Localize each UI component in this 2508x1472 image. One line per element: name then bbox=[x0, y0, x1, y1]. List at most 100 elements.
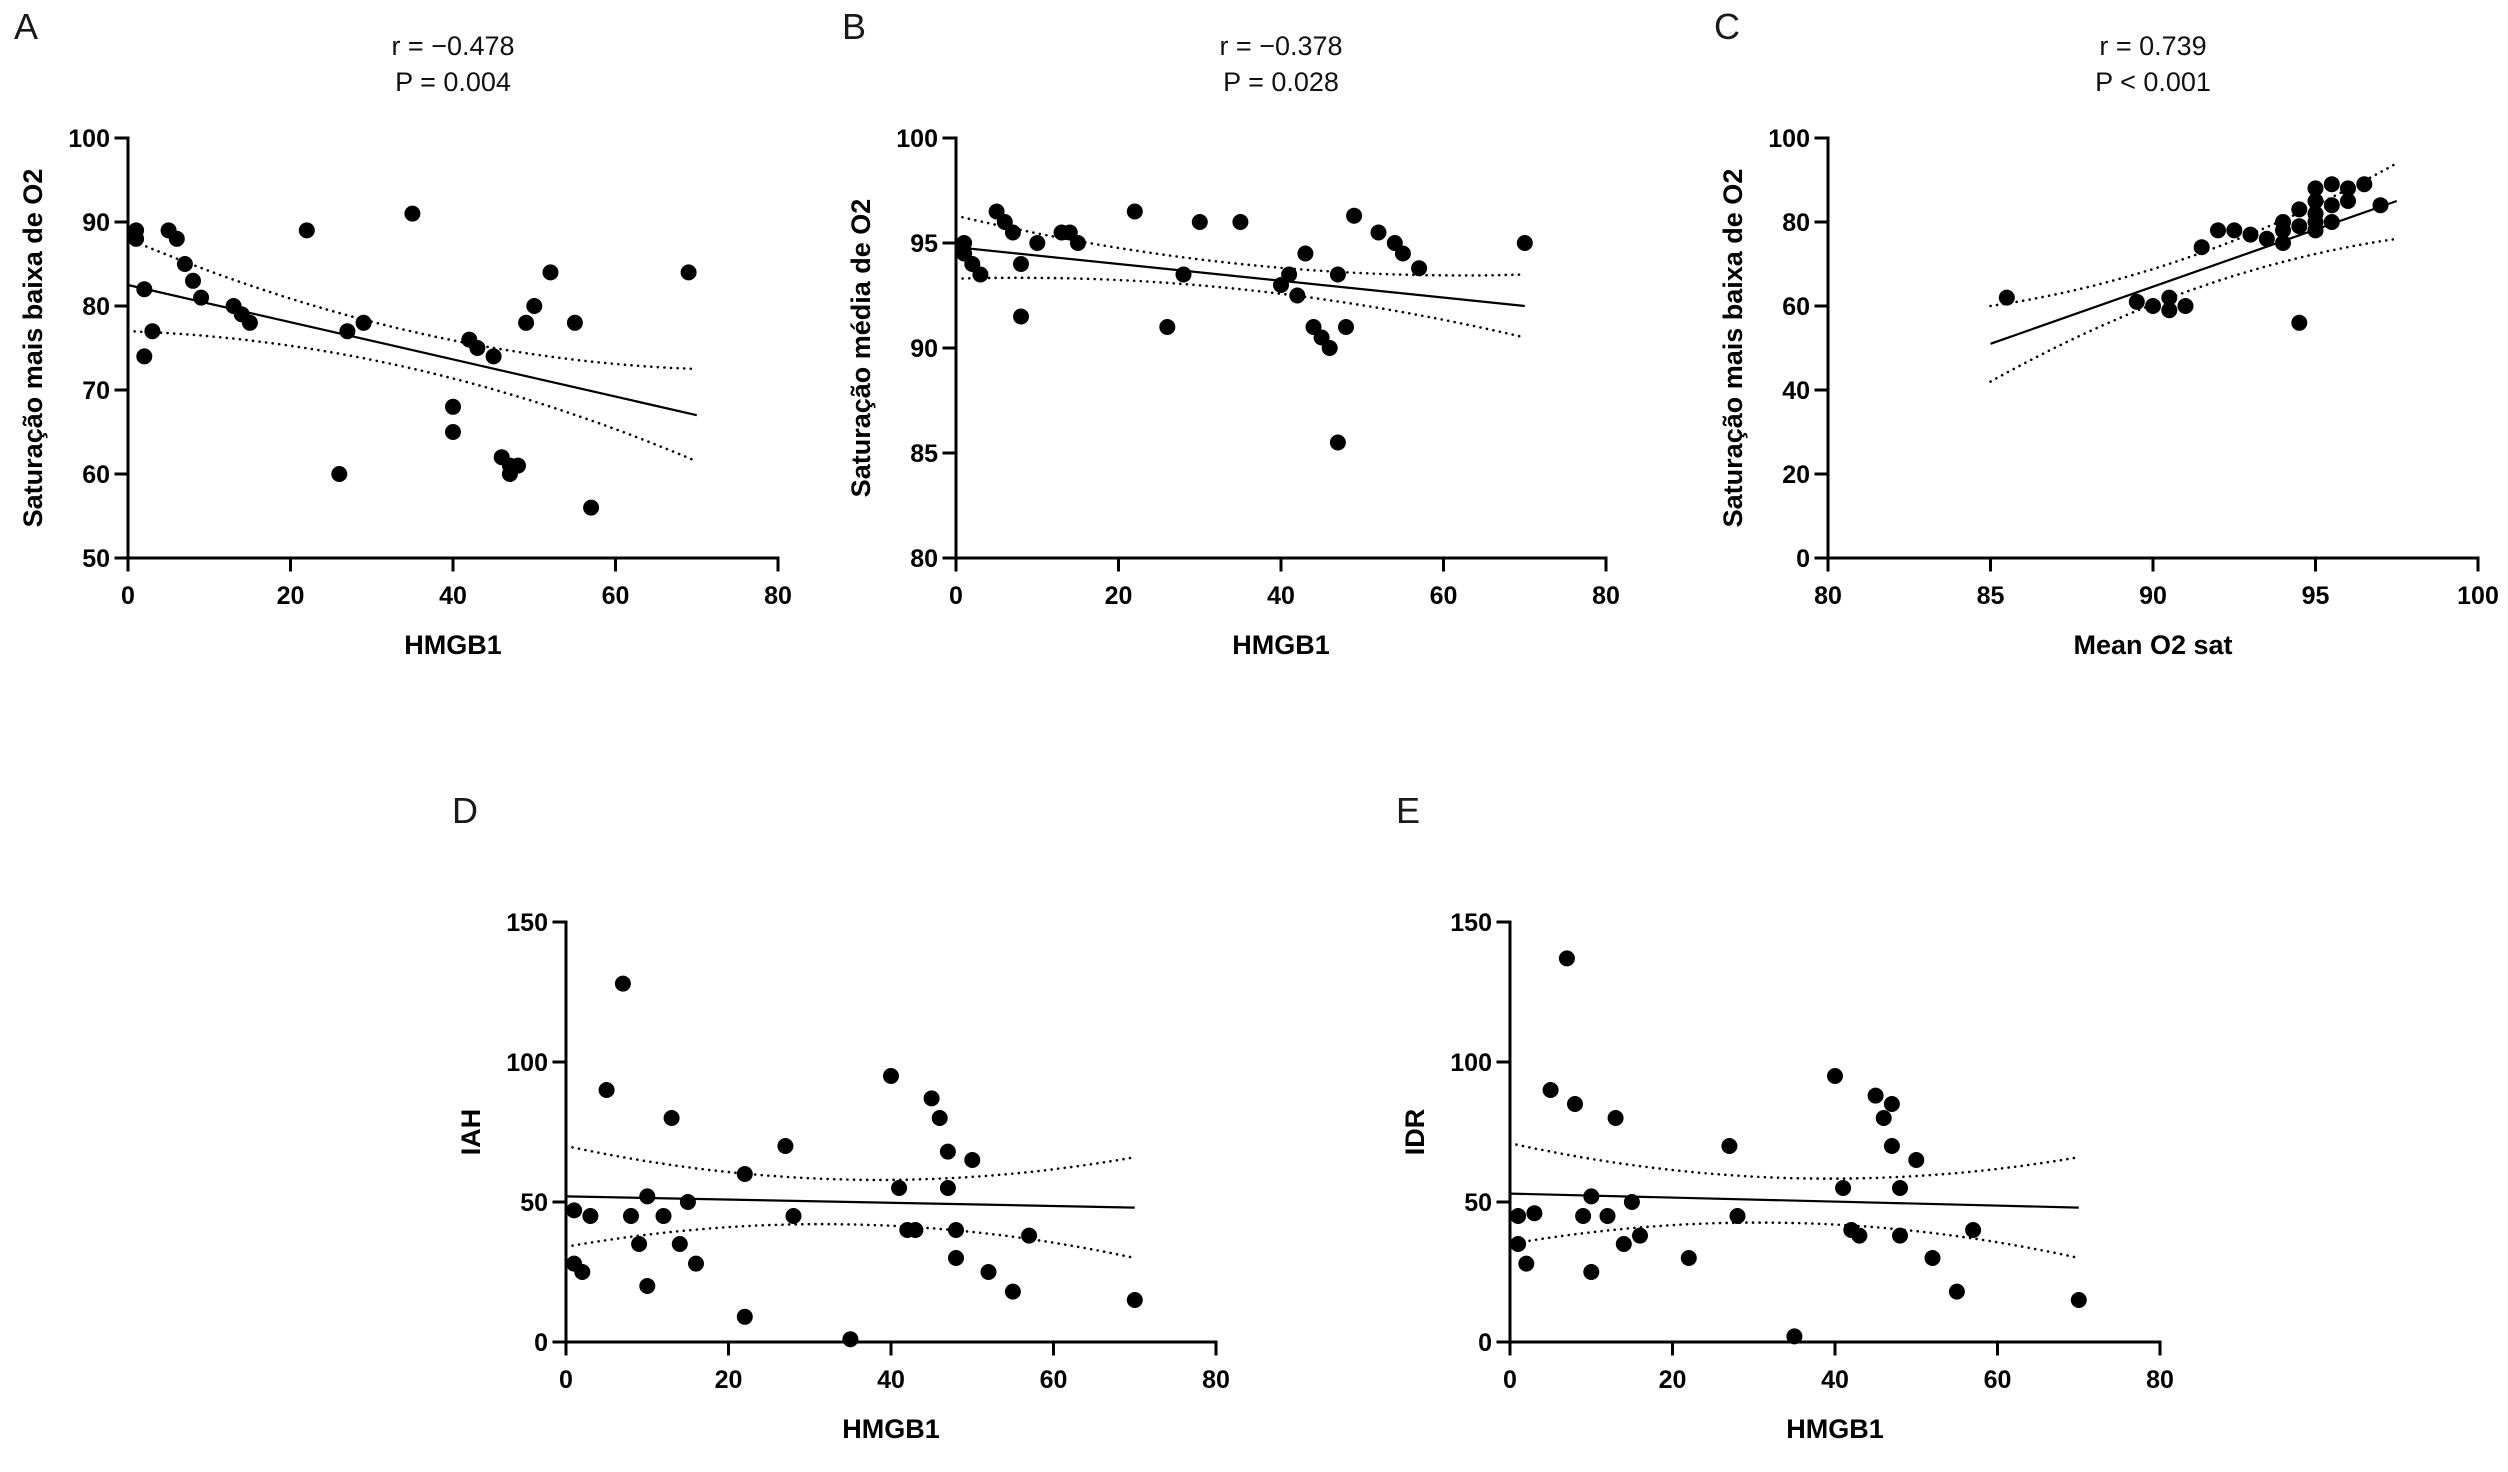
data-point bbox=[176, 256, 193, 272]
confidence-band-lower bbox=[954, 276, 1527, 339]
panel-d-label: D bbox=[452, 790, 478, 831]
x-tick-label: 100 bbox=[2457, 582, 2499, 610]
data-point bbox=[2291, 201, 2308, 218]
data-point bbox=[2323, 214, 2340, 230]
data-point bbox=[2372, 197, 2389, 214]
data-point bbox=[2340, 180, 2356, 197]
y-tick-label: 0 bbox=[534, 1329, 548, 1357]
x-tick-label: 20 bbox=[1659, 1366, 1687, 1394]
data-point bbox=[688, 1255, 704, 1272]
data-point bbox=[2177, 298, 2194, 314]
data-point bbox=[1575, 1208, 1592, 1224]
data-point bbox=[2161, 302, 2178, 319]
data-point bbox=[1029, 235, 1046, 251]
y-axis-title: Saturação mais baixa de O2 bbox=[18, 169, 48, 528]
panel-e-header: E bbox=[1390, 790, 2190, 902]
data-point bbox=[736, 1308, 753, 1325]
data-point bbox=[1004, 1283, 1021, 1300]
data-point bbox=[1394, 245, 1411, 262]
y-axis-title: Saturação mais baixa de O2 bbox=[1718, 169, 1748, 528]
data-point bbox=[1908, 1152, 1925, 1168]
data-point bbox=[939, 1143, 956, 1160]
x-tick-label: 80 bbox=[1202, 1366, 1230, 1394]
data-point bbox=[1623, 1194, 1640, 1210]
y-tick-label: 85 bbox=[910, 440, 938, 468]
data-point bbox=[614, 975, 631, 992]
data-point bbox=[128, 230, 145, 247]
data-point bbox=[2340, 193, 2356, 209]
data-point bbox=[2258, 230, 2275, 247]
data-point bbox=[1126, 1292, 1143, 1308]
y-tick-label: 70 bbox=[82, 377, 110, 405]
data-point bbox=[1175, 266, 1192, 283]
data-point bbox=[939, 1180, 956, 1196]
data-point bbox=[679, 1194, 696, 1210]
data-point bbox=[485, 348, 502, 365]
data-point bbox=[136, 281, 153, 298]
data-point bbox=[566, 314, 583, 331]
data-point bbox=[2161, 289, 2178, 306]
data-point bbox=[1924, 1250, 1941, 1266]
data-point bbox=[1411, 260, 1428, 277]
data-point bbox=[1729, 1208, 1746, 1224]
data-point bbox=[980, 1264, 997, 1280]
data-point bbox=[2275, 222, 2291, 239]
data-point bbox=[2323, 197, 2340, 214]
r-value: r = −0.378 bbox=[1219, 31, 1343, 61]
x-tick-label: 60 bbox=[1430, 582, 1458, 610]
data-point bbox=[948, 1222, 964, 1238]
data-point bbox=[168, 230, 185, 247]
data-point bbox=[1281, 266, 1298, 283]
data-point bbox=[1021, 1227, 1038, 1244]
panel-a-annotation: r = −0.478 P = 0.004 bbox=[128, 28, 778, 101]
x-axis-title: Mean O2 sat bbox=[2073, 630, 2232, 660]
data-point bbox=[1875, 1110, 1892, 1126]
y-axis-title: Saturação média de O2 bbox=[846, 199, 876, 498]
panel-c: C r = 0.739 P < 0.001 80 85 90 95 100 0 20 40 60… bbox=[1708, 6, 2508, 688]
y-tick-label: 0 bbox=[1478, 1329, 1492, 1357]
data-point bbox=[1510, 1236, 1527, 1252]
data-point bbox=[931, 1110, 948, 1126]
data-point bbox=[1159, 319, 1176, 335]
data-point bbox=[2070, 1292, 2087, 1308]
data-point bbox=[1510, 1208, 1527, 1224]
data-point bbox=[1013, 308, 1029, 325]
data-point bbox=[1680, 1250, 1697, 1266]
data-point bbox=[339, 323, 356, 340]
data-point bbox=[566, 1202, 583, 1219]
data-point bbox=[2226, 222, 2243, 239]
data-point bbox=[883, 1068, 899, 1084]
data-point bbox=[972, 266, 989, 283]
confidence-band-lower bbox=[564, 1222, 1137, 1260]
x-tick-label: 60 bbox=[1040, 1366, 1068, 1394]
regression-line bbox=[1509, 1192, 2079, 1209]
y-tick-label: 80 bbox=[1782, 209, 1810, 237]
data-point bbox=[1516, 235, 1533, 251]
data-point bbox=[2145, 298, 2161, 314]
data-point bbox=[1321, 340, 1338, 356]
data-point bbox=[355, 314, 372, 331]
x-axis-title: HMGB1 bbox=[842, 1414, 940, 1444]
data-point bbox=[1558, 950, 1575, 967]
scatter-plot-e: 0 20 40 60 80 0 50 100 150 HMGB1 IDR bbox=[1400, 909, 2174, 1444]
data-point bbox=[1583, 1264, 1600, 1280]
data-point bbox=[639, 1188, 656, 1205]
y-tick-label: 50 bbox=[82, 545, 110, 573]
data-point bbox=[663, 1110, 680, 1126]
y-tick-label: 150 bbox=[1450, 909, 1492, 937]
data-point bbox=[2242, 226, 2259, 243]
y-tick-label: 50 bbox=[1464, 1189, 1492, 1217]
p-value: P = 0.028 bbox=[1223, 67, 1339, 98]
data-point bbox=[1004, 224, 1021, 241]
data-point bbox=[583, 499, 600, 516]
data-point bbox=[785, 1208, 802, 1224]
y-tick-label: 40 bbox=[1782, 377, 1810, 405]
panel-c-header: C r = 0.739 P < 0.001 bbox=[1708, 6, 2508, 118]
y-tick-label: 80 bbox=[910, 545, 938, 573]
data-point bbox=[445, 398, 461, 415]
x-tick-label: 40 bbox=[1821, 1366, 1849, 1394]
x-axis-title: HMGB1 bbox=[404, 630, 502, 660]
data-point bbox=[1567, 1096, 1583, 1112]
p-value: P < 0.001 bbox=[2095, 67, 2211, 98]
